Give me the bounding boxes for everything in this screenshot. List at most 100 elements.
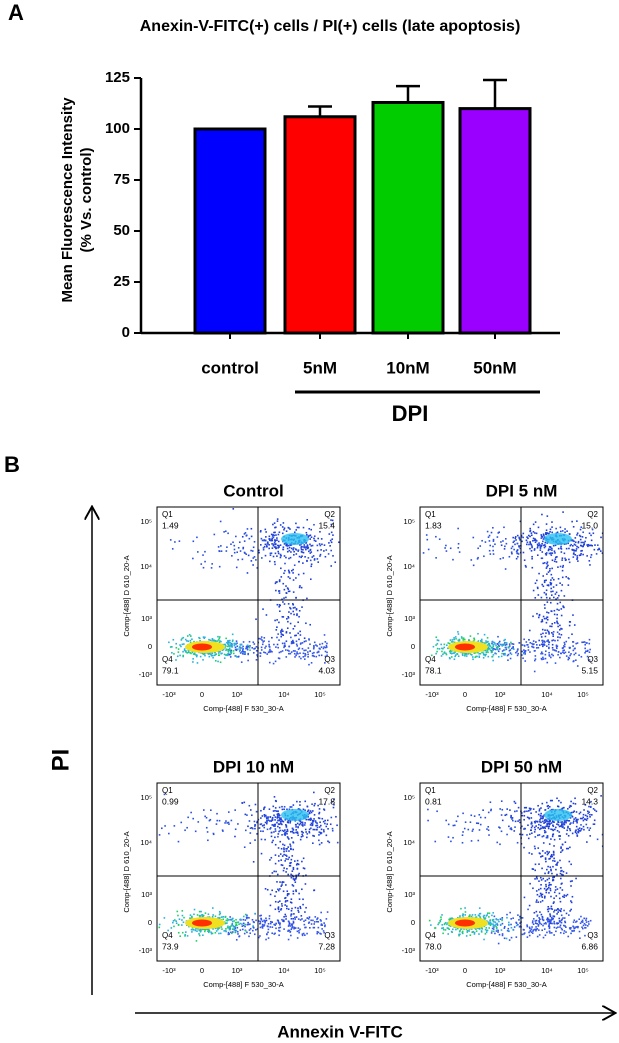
event-dot — [196, 930, 198, 932]
event-dot — [542, 656, 544, 659]
event-dot — [450, 652, 453, 655]
event-dot — [545, 593, 547, 596]
event-dot — [477, 556, 479, 559]
event-dot — [463, 638, 466, 641]
event-dot — [533, 539, 536, 542]
event-dot — [299, 928, 301, 931]
event-dot — [277, 835, 279, 838]
event-dot — [208, 819, 211, 822]
event-dot — [297, 550, 299, 552]
event-dot — [283, 555, 286, 557]
event-dot — [292, 579, 295, 581]
event-dot — [225, 645, 227, 647]
event-dot — [575, 921, 577, 923]
event-dot — [267, 817, 269, 820]
event-dot — [272, 523, 274, 526]
event-dot — [323, 808, 325, 810]
event-dot — [544, 650, 547, 653]
event-dot — [542, 575, 545, 577]
y-tick-label: -10³ — [139, 670, 153, 679]
event-dot — [303, 824, 306, 826]
event-dot — [236, 645, 239, 648]
event-dot — [571, 520, 573, 523]
event-dot — [442, 932, 444, 935]
event-dot — [230, 652, 232, 655]
event-dot — [326, 651, 328, 654]
event-dot — [254, 839, 256, 841]
event-dot — [202, 566, 205, 569]
event-dot — [298, 647, 301, 650]
event-dot — [482, 915, 485, 918]
event-dot — [322, 829, 325, 831]
event-dot — [457, 527, 459, 530]
event-dot — [529, 543, 532, 545]
event-dot — [586, 649, 589, 652]
event-dot — [248, 820, 251, 822]
event-dot — [274, 900, 277, 903]
event-dot — [279, 553, 282, 556]
event-dot — [470, 840, 473, 842]
event-dot — [537, 526, 540, 529]
event-dot — [550, 917, 553, 919]
event-dot — [315, 655, 318, 658]
event-dot — [546, 629, 549, 632]
event-dot — [556, 805, 559, 808]
event-dot — [574, 652, 577, 655]
event-dot — [227, 650, 230, 653]
event-dot — [287, 836, 289, 839]
event-dot — [199, 929, 202, 932]
event-dot — [492, 545, 494, 548]
event-dot — [555, 591, 558, 594]
event-dot — [204, 912, 207, 914]
event-dot — [277, 814, 280, 817]
event-dot — [305, 831, 307, 833]
event-dot — [226, 645, 229, 648]
event-dot — [220, 652, 222, 655]
event-dot — [561, 576, 564, 579]
event-dot — [327, 840, 329, 843]
event-dot — [571, 832, 574, 835]
event-dot — [574, 537, 577, 539]
event-dot — [282, 919, 285, 922]
event-dot — [218, 641, 221, 644]
event-dot — [523, 933, 525, 935]
event-dot — [269, 893, 272, 896]
event-dot — [304, 926, 306, 929]
event-dot — [492, 925, 495, 927]
event-dot — [489, 801, 492, 804]
event-dot — [576, 834, 579, 837]
event-dot — [270, 533, 273, 536]
event-dot — [567, 808, 569, 810]
event-dot — [486, 828, 488, 830]
event-dot — [288, 850, 290, 852]
event-dot — [286, 830, 289, 832]
event-dot — [452, 928, 454, 931]
event-dot — [564, 528, 566, 530]
event-dot — [479, 912, 482, 915]
event-dot — [589, 813, 591, 816]
event-dot — [497, 645, 500, 648]
event-dot — [310, 528, 313, 531]
event-dot — [453, 641, 456, 644]
event-dot — [279, 544, 282, 546]
event-dot — [311, 652, 314, 655]
event-dot — [250, 560, 253, 562]
event-dot — [477, 914, 480, 917]
event-dot — [486, 530, 489, 533]
event-dot — [288, 856, 290, 859]
event-dot — [533, 670, 536, 673]
event-dot — [560, 877, 562, 880]
event-dot — [256, 928, 259, 930]
event-dot — [226, 922, 228, 924]
event-dot — [280, 817, 282, 819]
event-dot — [258, 637, 260, 640]
event-dot — [218, 819, 221, 822]
event-dot — [454, 636, 457, 638]
event-dot — [211, 652, 214, 655]
event-dot — [307, 546, 310, 549]
event-dot — [268, 640, 270, 643]
event-dot — [523, 896, 526, 899]
event-dot — [323, 646, 325, 648]
event-dot — [279, 922, 281, 925]
event-dot — [469, 914, 471, 916]
